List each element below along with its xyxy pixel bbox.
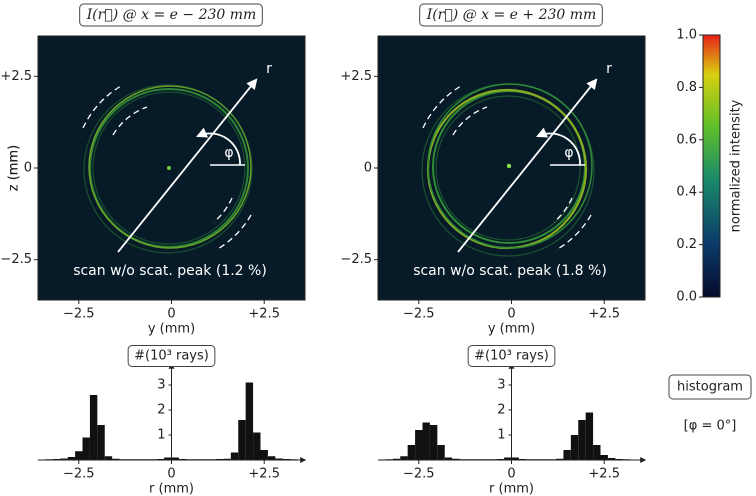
histogram-bar [585, 412, 594, 460]
colorbar-tick-label: 0.0 [676, 290, 697, 305]
title-box [467, 345, 556, 367]
histogram-bar [452, 458, 460, 460]
histogram-bar [275, 458, 283, 460]
histogram-bar [444, 457, 453, 460]
y-tick-label: 0 [24, 161, 32, 176]
y-tick-label: +2.5 [340, 69, 372, 84]
y-tick-label: −2.5 [0, 252, 32, 267]
colorbar-tick-label: 0.6 [676, 132, 697, 147]
histogram-bar [511, 457, 519, 460]
title-box [419, 3, 603, 27]
x-tick-label: +2.5 [588, 467, 620, 482]
histogram-bar [253, 432, 261, 460]
note-box [668, 374, 752, 400]
y-tick-label: 1 [157, 428, 165, 443]
histogram-bar [230, 452, 239, 460]
histogram-bar [164, 457, 172, 460]
y-axis-label: z (mm) [7, 145, 22, 191]
panel-2-image [378, 36, 645, 300]
colorbar-tick-label: 0.2 [676, 237, 697, 252]
x-tick-label: 0 [167, 467, 175, 482]
x-tick-label: 0 [167, 307, 175, 322]
y-tick-label: 1 [497, 428, 505, 443]
histogram-bar [171, 457, 179, 460]
histogram-bar [556, 458, 564, 460]
panel-title: I(r⃗) @ x = e − 230 mm [86, 7, 257, 23]
y-tick-label: 0 [364, 161, 372, 176]
histogram-bar [437, 445, 445, 460]
histogram-bar [67, 457, 76, 460]
histogram-bar [60, 458, 68, 460]
histogram-bar [89, 395, 98, 460]
x-axis-label: y (mm) [148, 322, 195, 337]
x-axis-label: r (mm) [149, 482, 194, 496]
histogram-bar [563, 450, 571, 460]
arrow-label: r [266, 61, 272, 77]
panel-1-image [38, 36, 305, 300]
x-tick-label: 0 [507, 307, 515, 322]
histogram-bar [578, 420, 586, 460]
histogram-bar [422, 422, 430, 460]
x-tick-label: +2.5 [248, 467, 280, 482]
colorbar-tick-label: 1.0 [676, 28, 697, 43]
histogram-bar [238, 420, 246, 460]
x-tick-label: 0 [507, 467, 515, 482]
angle-label: φ [224, 145, 233, 161]
x-tick-label: −2.5 [403, 467, 435, 482]
angle-label: φ [564, 145, 573, 161]
histogram-bar [429, 425, 438, 460]
panel-title: #(10³ rays) [134, 349, 209, 364]
note-box-text: histogram [677, 380, 743, 395]
colorbar-tick-label: 0.8 [676, 80, 697, 95]
histogram-bar [112, 458, 120, 460]
histogram-bar [570, 435, 579, 460]
arrow-label: r [606, 61, 612, 77]
histogram-bar [82, 437, 90, 460]
note-condition: [φ = 0°] [684, 419, 737, 434]
x-tick-label: +2.5 [588, 307, 620, 322]
colorbar-label: normalized intensity [729, 99, 744, 232]
y-tick-label: 2 [157, 403, 165, 418]
y-axis-label: z (mm) [7, 145, 22, 191]
colorbar [702, 34, 721, 298]
y-tick-label: −2.5 [340, 252, 372, 267]
title-box [127, 345, 216, 367]
histogram-bar [607, 458, 616, 460]
histogram-bar [97, 425, 105, 460]
histogram-bar [267, 456, 276, 460]
x-axis-label: y (mm) [488, 322, 535, 337]
histogram-bar [260, 450, 268, 460]
x-axis-label: r (mm) [489, 482, 534, 496]
y-tick-label: 2 [497, 403, 505, 418]
colorbar-tick-label: 0.4 [676, 185, 697, 200]
x-tick-label: −2.5 [63, 467, 95, 482]
panel-title: #(10³ rays) [474, 349, 549, 364]
histogram-bar [593, 445, 601, 460]
histogram-bar [75, 451, 83, 460]
histogram-bar [223, 458, 231, 460]
histogram-bar [407, 445, 416, 460]
annotation: scan w/o scat. peak (1.2 %) [73, 263, 267, 279]
histogram-bar [392, 458, 401, 460]
y-tick-label: 3 [497, 378, 505, 393]
histogram-bar [245, 382, 254, 460]
y-tick-label: 3 [157, 378, 165, 393]
x-tick-label: −2.5 [63, 307, 95, 322]
x-tick-label: −2.5 [403, 307, 435, 322]
panel-title: I(r⃗) @ x = e + 230 mm [426, 7, 597, 23]
annotation: scan w/o scat. peak (1.8 %) [413, 263, 607, 279]
y-tick-label: +2.5 [0, 69, 32, 84]
histogram-bar [415, 430, 423, 460]
x-tick-label: +2.5 [248, 307, 280, 322]
title-box [79, 3, 263, 27]
histogram-bar [600, 455, 608, 460]
histogram-bar [504, 457, 512, 460]
histogram-bar [400, 456, 408, 460]
histogram-bar [104, 456, 113, 460]
